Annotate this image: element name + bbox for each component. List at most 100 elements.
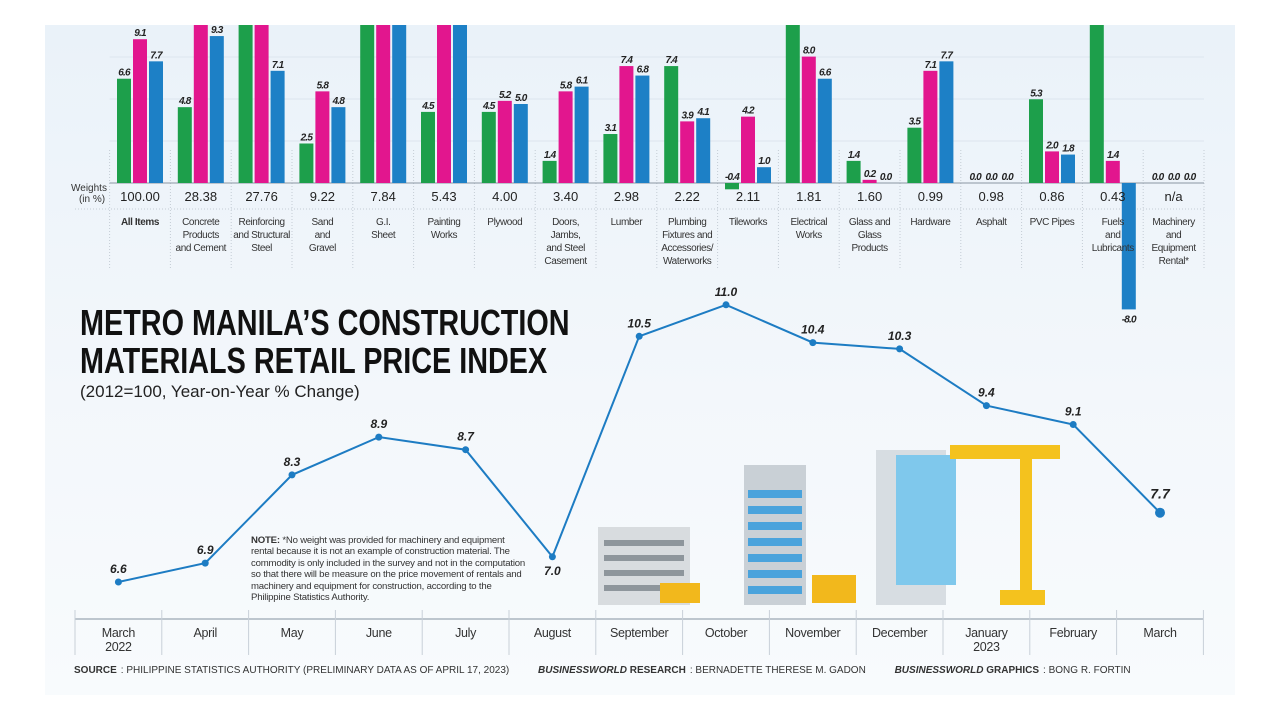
bar-value-label: 5.3 bbox=[1030, 88, 1043, 99]
month-label: April bbox=[193, 626, 217, 640]
weight-value: 28.38 bbox=[185, 189, 218, 204]
bar-value-label: 7.4 bbox=[621, 55, 634, 66]
line-point bbox=[896, 345, 904, 353]
bar bbox=[757, 167, 771, 183]
chart-subtitle: (2012=100, Year-on-Year % Change) bbox=[80, 382, 360, 401]
graphics-brand: BUSINESSWORLD bbox=[894, 665, 984, 676]
bar bbox=[254, 25, 269, 183]
bar bbox=[741, 116, 755, 183]
excavator-illustration bbox=[812, 575, 856, 603]
category-label: Tileworks bbox=[729, 217, 768, 228]
bar bbox=[315, 91, 330, 183]
category-label: and bbox=[1105, 230, 1121, 241]
category-label: Works bbox=[796, 230, 823, 241]
bar-value-label: 9.3 bbox=[211, 25, 224, 36]
bar-value-label: 6.1 bbox=[576, 76, 589, 87]
bar bbox=[907, 127, 922, 183]
weight-value: 0.43 bbox=[1100, 189, 1125, 204]
bar bbox=[360, 25, 375, 183]
category-label: G.I. bbox=[376, 217, 391, 228]
month-label: 2023 bbox=[973, 640, 1000, 654]
bar-value-label: 0.0 bbox=[880, 172, 893, 183]
month-label: June bbox=[366, 626, 392, 640]
note-label: NOTE: bbox=[251, 535, 280, 546]
month-label: March bbox=[102, 626, 136, 640]
crane-illustration bbox=[950, 445, 1060, 459]
category-label: Casement bbox=[544, 256, 587, 267]
bar bbox=[603, 134, 618, 183]
bar bbox=[331, 107, 346, 183]
bar bbox=[209, 36, 224, 183]
bar bbox=[846, 160, 861, 183]
bar-value-label: 5.8 bbox=[560, 80, 573, 91]
weight-value: 100.00 bbox=[120, 189, 160, 204]
category-label: All Items bbox=[121, 217, 160, 228]
month-label: March bbox=[1143, 626, 1177, 640]
category-label: Gravel bbox=[309, 243, 336, 254]
category-label: Steel bbox=[251, 243, 272, 254]
bar-value-label: 3.5 bbox=[909, 117, 922, 128]
bar bbox=[299, 143, 314, 183]
bar bbox=[149, 61, 163, 184]
bar-value-label: 0.0 bbox=[1168, 172, 1181, 183]
month-label: September bbox=[610, 626, 669, 640]
line-point bbox=[375, 433, 383, 441]
month-label: October bbox=[705, 626, 748, 640]
bar-value-label: 0.0 bbox=[985, 172, 998, 183]
category-label: Reinforcing bbox=[239, 217, 285, 228]
bar bbox=[481, 111, 496, 183]
bar-value-label: 4.2 bbox=[741, 106, 755, 117]
weight-value: 2.11 bbox=[736, 189, 760, 204]
bar-value-label: -8.0 bbox=[1122, 314, 1137, 325]
research-text: : BERNADETTE THERESE M. GADON bbox=[689, 665, 866, 676]
weight-value: 1.60 bbox=[857, 189, 882, 204]
title-line-1: METRO MANILA’S CONSTRUCTION bbox=[80, 302, 570, 343]
line-point bbox=[809, 339, 817, 347]
point-value-label: 11.0 bbox=[715, 285, 738, 299]
bar-value-label: 0.0 bbox=[1001, 172, 1014, 183]
bar bbox=[1121, 183, 1136, 310]
building-illustration-part bbox=[604, 540, 684, 546]
category-label: Sheet bbox=[371, 230, 396, 241]
category-label: Painting bbox=[428, 217, 461, 228]
building-illustration-part bbox=[604, 570, 684, 576]
research-label: RESEARCH bbox=[626, 665, 686, 676]
bar bbox=[421, 111, 435, 183]
category-label: and bbox=[1166, 230, 1182, 241]
bar-value-label: 0.0 bbox=[969, 172, 982, 183]
bar-value-label: 2.0 bbox=[1045, 140, 1059, 151]
bar bbox=[238, 25, 253, 183]
category-label: Glass bbox=[858, 230, 882, 241]
weight-value: 2.22 bbox=[675, 189, 700, 204]
weight-value: 7.84 bbox=[371, 189, 396, 204]
month-label: November bbox=[785, 626, 840, 640]
category-label: Waterworks bbox=[663, 256, 712, 267]
bar-value-label: 0.0 bbox=[1184, 172, 1197, 183]
category-label: Lubricants bbox=[1092, 243, 1135, 254]
bar bbox=[696, 118, 711, 183]
category-label: Works bbox=[431, 230, 458, 241]
building-illustration-part bbox=[748, 538, 802, 546]
bar bbox=[437, 25, 451, 183]
line-point bbox=[1069, 421, 1077, 428]
category-label: Hardware bbox=[910, 217, 951, 228]
bar-value-label: 4.5 bbox=[421, 101, 435, 112]
line-point bbox=[635, 332, 643, 340]
note-text: *No weight was provided for machinery an… bbox=[251, 535, 526, 604]
point-value-label: 10.5 bbox=[628, 316, 652, 330]
bar-value-label: 0.0 bbox=[1152, 172, 1165, 183]
line-point bbox=[1155, 507, 1165, 518]
bar bbox=[1061, 154, 1075, 183]
building-illustration-part bbox=[748, 586, 802, 594]
source-text: : PHILIPPINE STATISTICS AUTHORITY (PRELI… bbox=[120, 665, 510, 676]
bar-value-label: 5.2 bbox=[499, 90, 512, 101]
bar bbox=[785, 25, 800, 183]
category-label: and Structural bbox=[233, 230, 290, 241]
research-brand: BUSINESSWORLD bbox=[538, 665, 627, 676]
bar-value-label: 5.0 bbox=[515, 93, 528, 104]
category-label: Asphalt bbox=[976, 217, 1007, 228]
bar bbox=[817, 78, 832, 183]
infographic-card: Weights (in %) 6.6 9.1 7.7 100.00 All Items 4.8… bbox=[45, 25, 1235, 695]
bar-value-label: 6.6 bbox=[118, 68, 131, 79]
weight-value: 2.98 bbox=[614, 189, 639, 204]
